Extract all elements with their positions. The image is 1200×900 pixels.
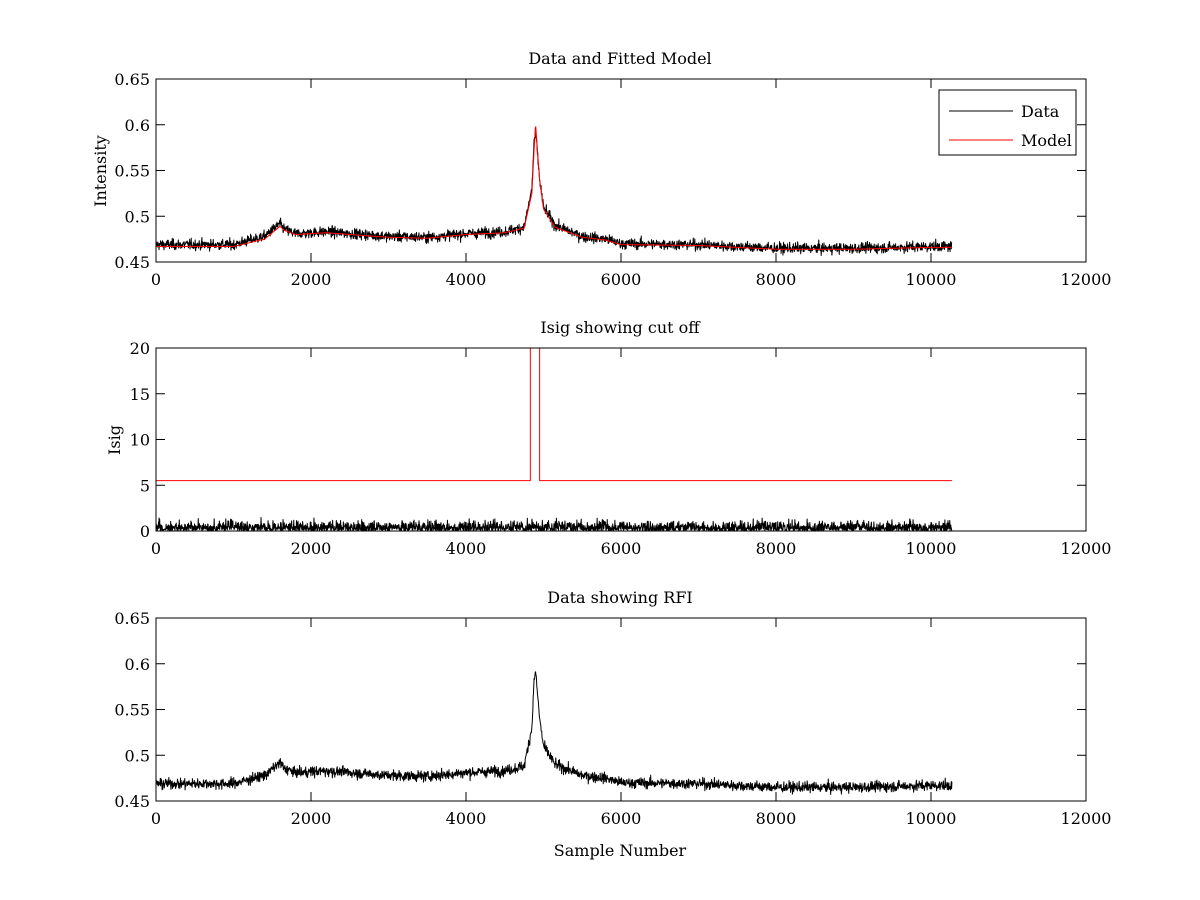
y-tick-label: 15 [130, 385, 150, 404]
y-tick-label: 0.5 [125, 207, 150, 226]
y-tick-label: 0 [140, 522, 150, 541]
x-tick-label: 2000 [291, 539, 332, 558]
y-axis-label: Isig [105, 425, 124, 455]
x-tick-label: 4000 [446, 539, 487, 558]
y-tick-label: 0.55 [114, 162, 150, 181]
x-tick-label: 4000 [446, 809, 487, 828]
plot-area: 0 2000 4000 6000 8000 10000 12000 0.45 0.5 0.55 0.… [114, 609, 1111, 828]
x-tick-label: 6000 [601, 270, 642, 289]
x-tick-label: 0 [151, 270, 161, 289]
x-tick-label: 8000 [756, 539, 797, 558]
x-tick-label: 2000 [291, 270, 332, 289]
series-line-0 [156, 517, 953, 531]
legend-label-model: Model [1021, 131, 1072, 150]
y-tick-label: 0.45 [114, 792, 150, 811]
x-tick-label: 2000 [291, 809, 332, 828]
x-tick-label: 12000 [1061, 270, 1112, 289]
legend-box [938, 89, 1077, 156]
x-tick-label: 6000 [601, 539, 642, 558]
legend: Data Model [938, 89, 1077, 156]
series-layer [156, 671, 953, 795]
x-tick-label: 0 [151, 809, 161, 828]
x-axis-label: Sample Number [554, 841, 687, 860]
panel-isig: Isig showing cut off Isig 0 2000 4000 6000 8… [105, 318, 1111, 558]
series-line-1 [156, 348, 952, 482]
y-tick-label: 0.45 [114, 253, 150, 272]
plot-area: 0 2000 4000 6000 8000 10000 12000 0 5 10 15 20 [130, 339, 1112, 558]
series-line-0 [156, 671, 953, 795]
x-tick-label: 8000 [756, 270, 797, 289]
y-tick-label: 0.6 [125, 116, 150, 135]
x-tick-label: 10000 [906, 270, 957, 289]
panel-data-and-model: Data and Fitted Model Intensity 0 2000 400… [91, 49, 1111, 289]
panel-title: Isig showing cut off [540, 318, 701, 337]
y-tick-label: 0.65 [114, 70, 150, 89]
x-tick-label: 0 [151, 539, 161, 558]
plot-area: 0 2000 4000 6000 8000 10000 12000 0.45 0.5 0.55 0.… [114, 70, 1111, 289]
x-tick-label: 6000 [601, 809, 642, 828]
x-tick-label: 10000 [906, 539, 957, 558]
x-tick-label: 8000 [756, 809, 797, 828]
series-layer [156, 126, 953, 256]
y-tick-label: 0.55 [114, 701, 150, 720]
y-tick-label: 20 [130, 339, 150, 358]
x-tick-label: 4000 [446, 270, 487, 289]
panel-title: Data and Fitted Model [528, 49, 711, 68]
y-tick-label: 0.5 [125, 746, 150, 765]
series-data-line [156, 127, 953, 256]
y-tick-label: 10 [130, 431, 150, 450]
x-tick-label: 10000 [906, 809, 957, 828]
panel-data-rfi: Data showing RFI Sample Number 0 2000 4000… [114, 588, 1111, 860]
y-tick-label: 5 [140, 476, 150, 495]
y-tick-label: 0.6 [125, 655, 150, 674]
panel-title: Data showing RFI [547, 588, 692, 607]
y-axis-label: Intensity [91, 135, 110, 207]
x-tick-label: 12000 [1061, 809, 1112, 828]
legend-label-data: Data [1021, 102, 1060, 121]
series-layer [156, 348, 953, 531]
series-model-line [156, 126, 952, 250]
x-tick-label: 12000 [1061, 539, 1112, 558]
y-tick-label: 0.65 [114, 609, 150, 628]
